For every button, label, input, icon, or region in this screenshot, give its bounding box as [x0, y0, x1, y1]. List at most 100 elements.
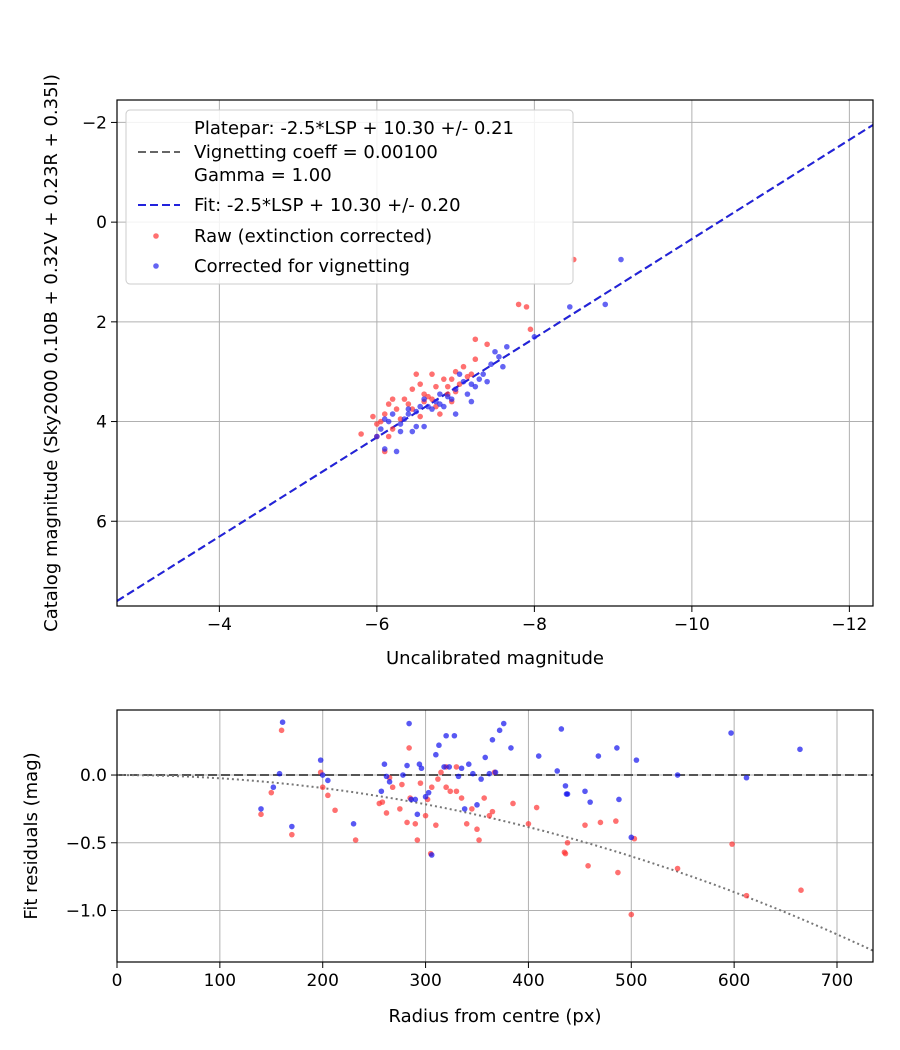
legend-platepar-line1: Platepar: -2.5*LSP + 10.30 +/- 0.21: [194, 118, 514, 139]
raw-point: [417, 780, 424, 786]
corrected-point: [381, 446, 388, 452]
x-tick-label: −4: [207, 615, 232, 635]
corrected-point: [480, 371, 486, 377]
corrected-point: [535, 753, 542, 759]
x-tick-label: 500: [615, 971, 647, 991]
corrected-point: [567, 304, 573, 310]
corrected-point: [425, 789, 432, 796]
corrected-point: [488, 361, 494, 368]
legend: Platepar: -2.5*LSP + 10.30 +/- 0.21 Vign…: [125, 109, 574, 285]
raw-point: [562, 850, 569, 857]
raw-point: [258, 811, 264, 818]
raw-point: [481, 795, 488, 801]
raw-point: [268, 789, 275, 796]
corrected-point: [412, 796, 419, 803]
raw-point: [613, 818, 619, 824]
raw-point: [729, 841, 735, 847]
corrected-point: [564, 791, 571, 797]
legend-platepar-line2: Vignetting coeff = 0.00100: [194, 142, 438, 163]
raw-point: [389, 426, 396, 432]
top-plot-frame: [116, 99, 874, 607]
raw-point: [370, 413, 376, 420]
legend-platepar-line3: Gamma = 1.00: [194, 165, 332, 186]
raw-point: [409, 386, 416, 392]
raw-point: [397, 806, 403, 812]
y-tick-label: 6: [96, 512, 107, 532]
x-tick-label: 300: [409, 971, 441, 991]
corrected-point: [458, 765, 465, 772]
raw-point: [743, 892, 750, 899]
corrected-point: [508, 745, 514, 751]
corrected-point: [460, 378, 467, 385]
corrected-point: [602, 301, 609, 308]
corrected-point: [421, 423, 427, 430]
x-tick-label: 0: [112, 971, 123, 991]
raw-point: [453, 788, 460, 795]
corrected-point: [492, 348, 498, 355]
corrected-point: [428, 852, 435, 858]
raw-point: [428, 784, 435, 791]
raw-point: [422, 812, 429, 819]
corrected-point: [500, 363, 506, 370]
raw-point: [385, 401, 392, 407]
y-tick-label: 0: [96, 213, 107, 233]
corrected-point: [389, 411, 396, 417]
legend-box: [125, 109, 574, 285]
x-tick-label: 600: [718, 971, 750, 991]
corrected-point: [618, 256, 624, 263]
raw-point: [389, 784, 396, 791]
corrected-point: [452, 386, 459, 392]
corrected-point: [401, 416, 408, 422]
raw-point: [332, 807, 338, 814]
raw-point: [414, 837, 421, 843]
raw-point: [433, 822, 439, 828]
raw-point: [447, 788, 454, 795]
corrected-point: [404, 762, 410, 769]
corrected-point: [421, 396, 427, 402]
corrected-point: [413, 408, 420, 415]
corrected-point: [405, 411, 412, 417]
corrected-point: [276, 770, 283, 777]
raw-point: [413, 371, 420, 377]
corrected-point: [562, 783, 569, 789]
raw-point: [385, 433, 392, 440]
corrected-point: [614, 745, 620, 751]
y-tick-label: −1.0: [66, 902, 107, 922]
corrected-point: [797, 746, 803, 753]
bottom-y-axis-label: Fit residuals (mag): [21, 752, 42, 919]
raw-point: [460, 363, 467, 370]
raw-point: [399, 781, 405, 788]
raw-point: [515, 301, 522, 308]
corrected-point: [595, 753, 602, 759]
corrected-point: [496, 727, 503, 734]
corrected-point: [393, 448, 400, 455]
corrected-point: [455, 773, 462, 780]
corrected-point: [429, 406, 435, 412]
raw-point: [381, 411, 388, 417]
corrected-point: [504, 343, 510, 350]
x-tick-label: −8: [522, 615, 547, 635]
corrected-point: [386, 779, 393, 785]
bottom-plot: 0 100 200 300 400 500 600 700 0.0 −0.5 −1.0 Radius…: [21, 709, 874, 1027]
corrected-point: [474, 802, 480, 808]
legend-raw-marker: [153, 233, 159, 239]
top-y-axis-label: Catalog magnitude (Sky2000 0.10B + 0.32V…: [41, 74, 62, 632]
raw-point: [352, 837, 359, 843]
corrected-point: [492, 769, 499, 776]
raw-point: [401, 396, 408, 402]
raw-point: [417, 381, 423, 387]
corrected-point: [413, 423, 420, 430]
raw-point: [443, 784, 449, 791]
raw-point: [597, 819, 604, 826]
corrected-point: [436, 742, 442, 749]
corrected-point: [448, 396, 455, 402]
raw-point: [472, 356, 479, 363]
corrected-point: [400, 772, 406, 778]
raw-point: [319, 784, 326, 791]
raw-point: [412, 821, 419, 827]
corrected-point: [397, 421, 404, 427]
x-tick-label: −6: [364, 615, 389, 635]
corrected-point: [582, 788, 588, 795]
bottom-plot-frame: [116, 709, 874, 963]
